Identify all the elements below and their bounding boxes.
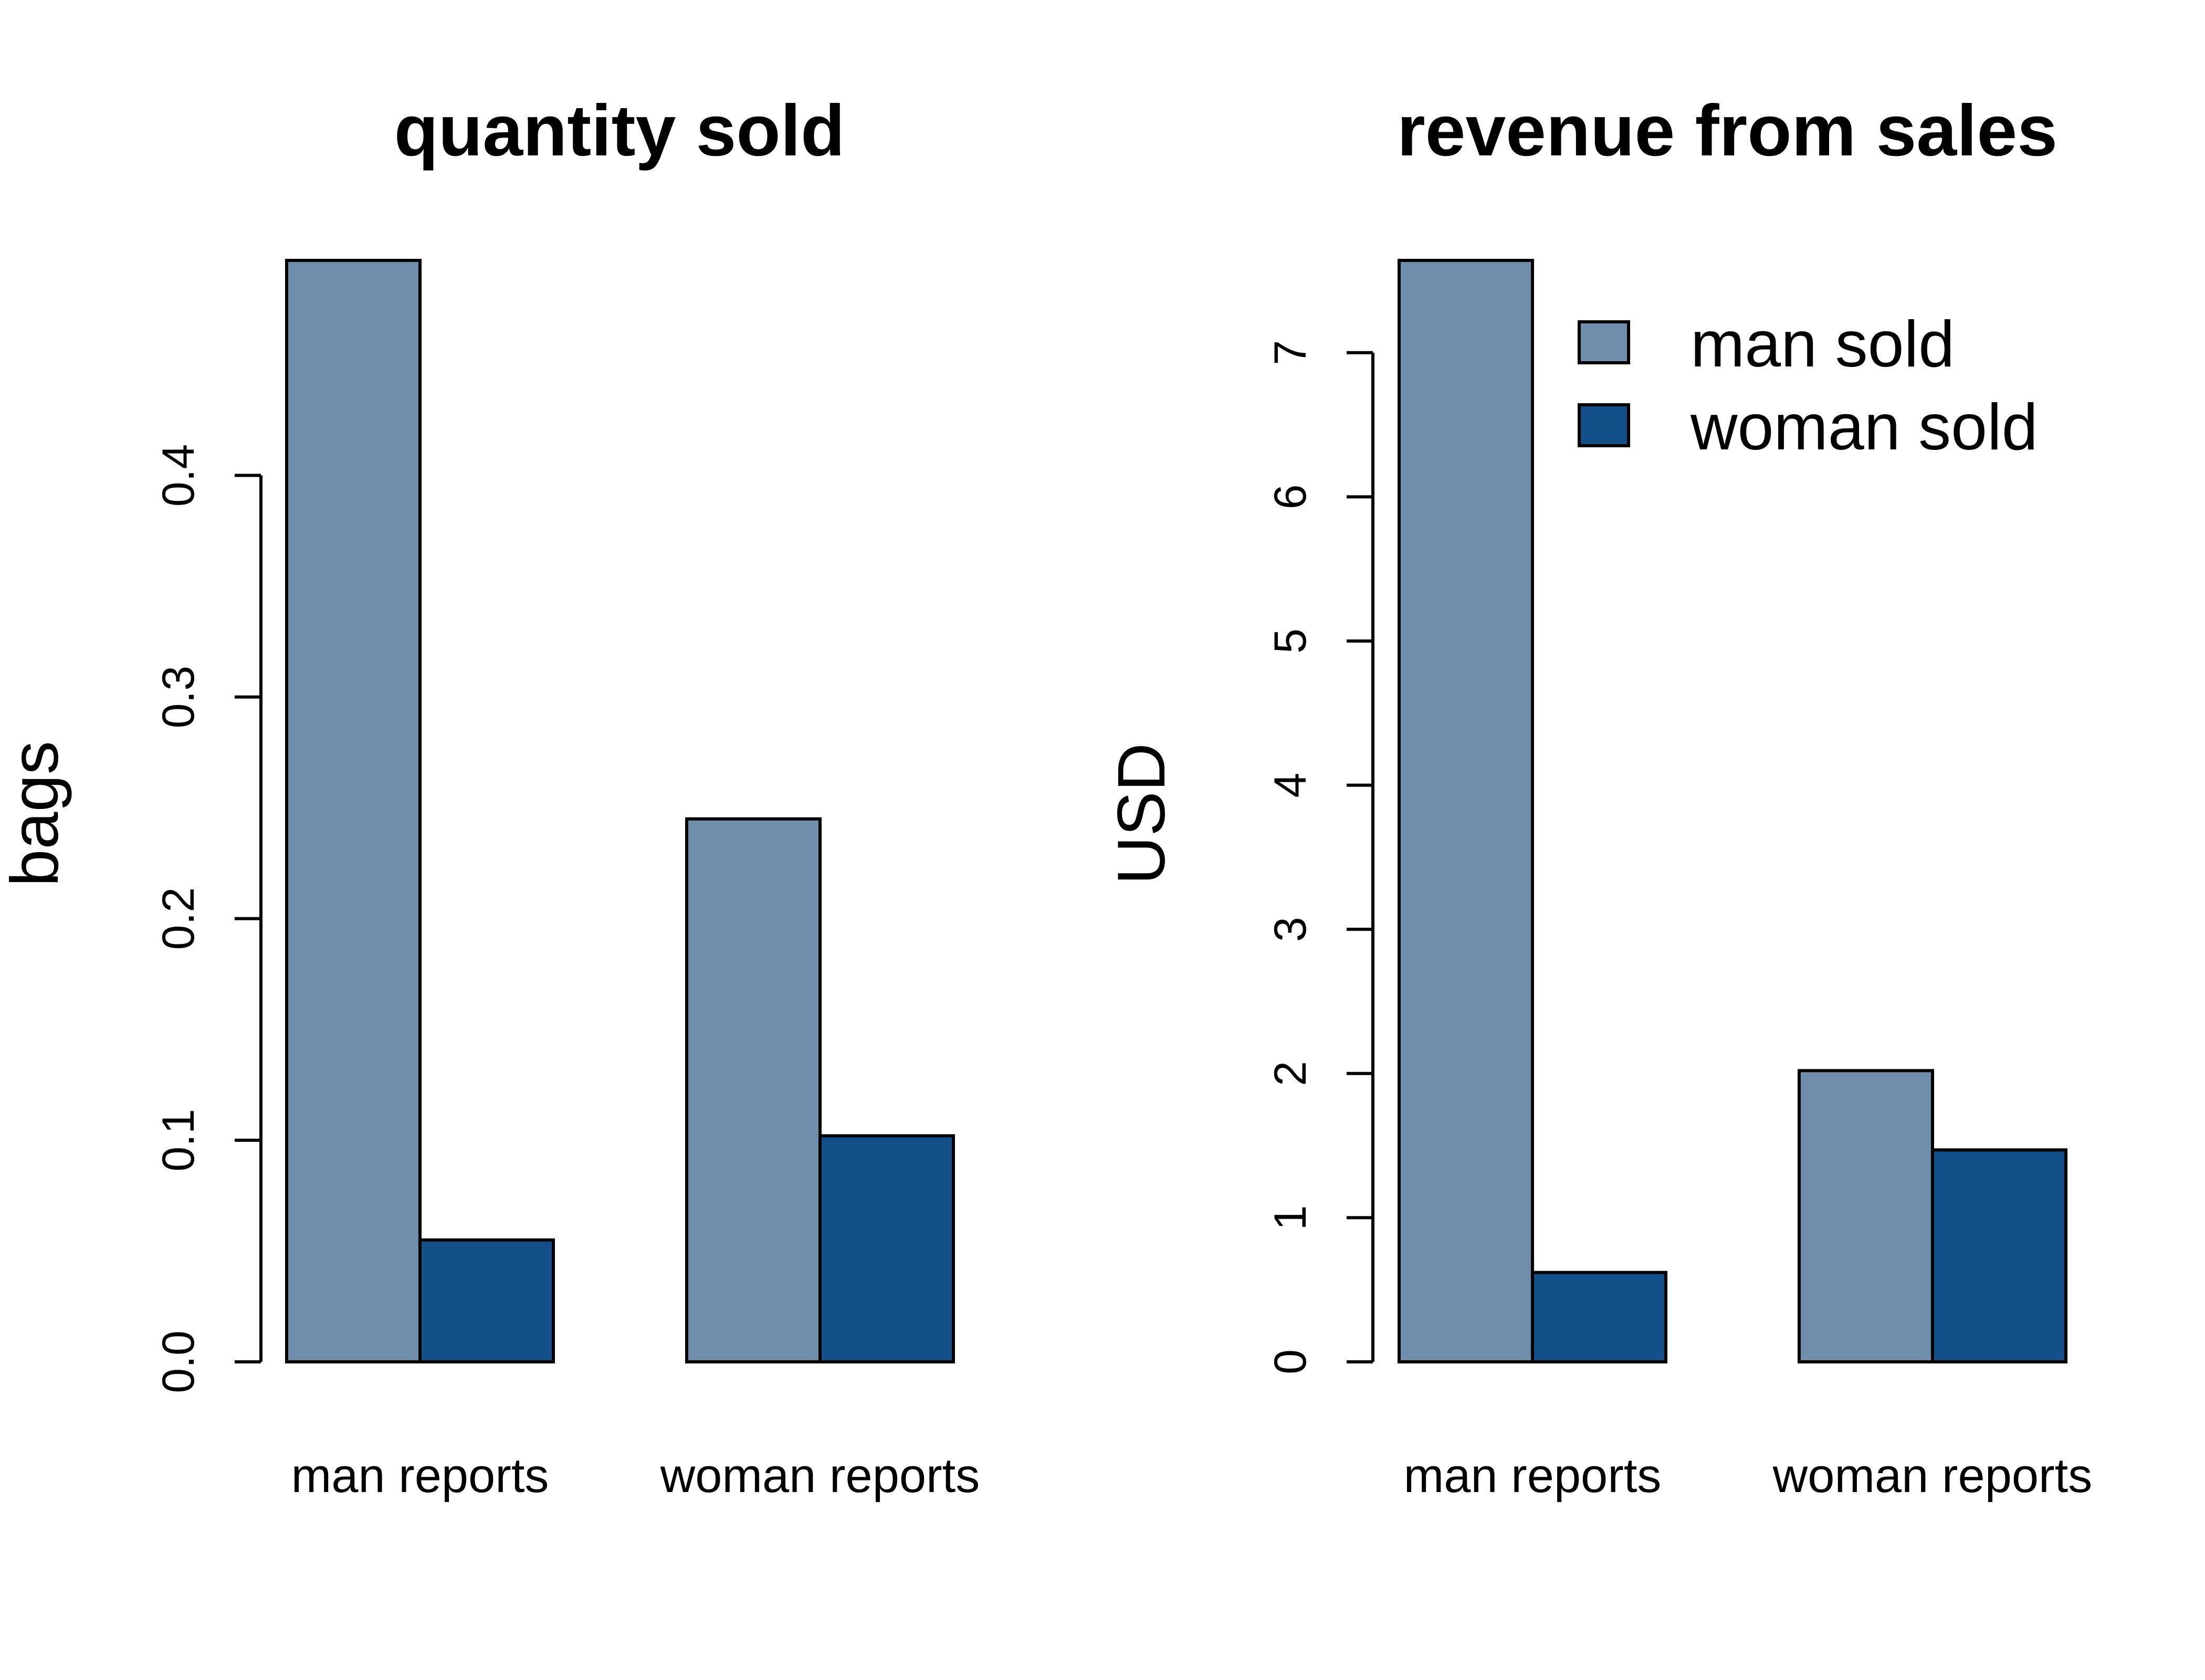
bar-quantity-man-reports-man-sold (285, 259, 422, 1363)
y-tick-label-quantity-0: 0.0 (153, 1330, 204, 1393)
legend-label-woman-sold: woman sold (1690, 391, 2038, 464)
revenue-panel: revenue from sales USD 0 1 2 3 4 5 6 7 man repo… (1104, 90, 2092, 1503)
y-tick-label-revenue-1: 1 (1265, 1205, 1316, 1230)
legend-swatch-man-sold (1578, 320, 1630, 364)
category-labels-revenue: man reports woman reports (1404, 1449, 2093, 1503)
y-tick-label-revenue-2: 2 (1265, 1061, 1316, 1086)
quantity-sold-panel: quantity sold bags 0.0 0.1 0.2 0.3 0.4 man r… (0, 90, 980, 1503)
y-axis-revenue: 0 1 2 3 4 5 6 7 (1265, 340, 1374, 1374)
y-tick-label-revenue-4: 4 (1265, 773, 1316, 798)
bar-quantity-woman-reports-woman-sold (818, 1134, 955, 1363)
y-tick-label-quantity-4: 0.4 (153, 444, 204, 507)
y-tick-label-quantity-2: 0.2 (153, 887, 204, 950)
legend-swatch-woman-sold (1578, 403, 1630, 447)
legend-label-man-sold: man sold (1690, 308, 1955, 381)
bar-revenue-man-reports-man-sold (1398, 259, 1534, 1363)
legend: man sold woman sold (1578, 308, 2038, 464)
bar-quantity-woman-reports-man-sold (685, 817, 822, 1363)
y-axis-quantity: 0.0 0.1 0.2 0.3 0.4 (153, 444, 262, 1393)
y-tick-label-revenue-0: 0 (1265, 1349, 1316, 1374)
y-tick-label-revenue-3: 3 (1265, 917, 1316, 942)
y-tick-label-quantity-3: 0.3 (153, 666, 204, 729)
y-tick-label-quantity-1: 0.1 (153, 1109, 204, 1172)
y-tick-label-revenue-6: 6 (1265, 484, 1316, 509)
y-axis-title-bags: bags (0, 741, 72, 887)
category-label-revenue-man-reports: man reports (1404, 1449, 1662, 1503)
bars-quantity (285, 259, 955, 1363)
bars-revenue (1398, 259, 2067, 1363)
bar-revenue-man-reports-woman-sold (1531, 1270, 1667, 1363)
bar-revenue-woman-reports-man-sold (1798, 1069, 1934, 1363)
panel-title-quantity-sold: quantity sold (394, 90, 845, 171)
category-label-revenue-woman-reports: woman reports (1772, 1449, 2092, 1503)
bar-revenue-woman-reports-woman-sold (1931, 1148, 2067, 1363)
y-axis-title-usd: USD (1104, 743, 1179, 885)
category-labels-quantity: man reports woman reports (291, 1449, 980, 1503)
y-tick-label-revenue-5: 5 (1265, 628, 1316, 654)
bar-quantity-man-reports-woman-sold (418, 1238, 555, 1363)
category-label-quantity-woman-reports: woman reports (660, 1449, 980, 1503)
panel-title-revenue: revenue from sales (1397, 90, 2057, 171)
y-tick-label-revenue-7: 7 (1265, 340, 1316, 365)
category-label-quantity-man-reports: man reports (291, 1449, 549, 1503)
